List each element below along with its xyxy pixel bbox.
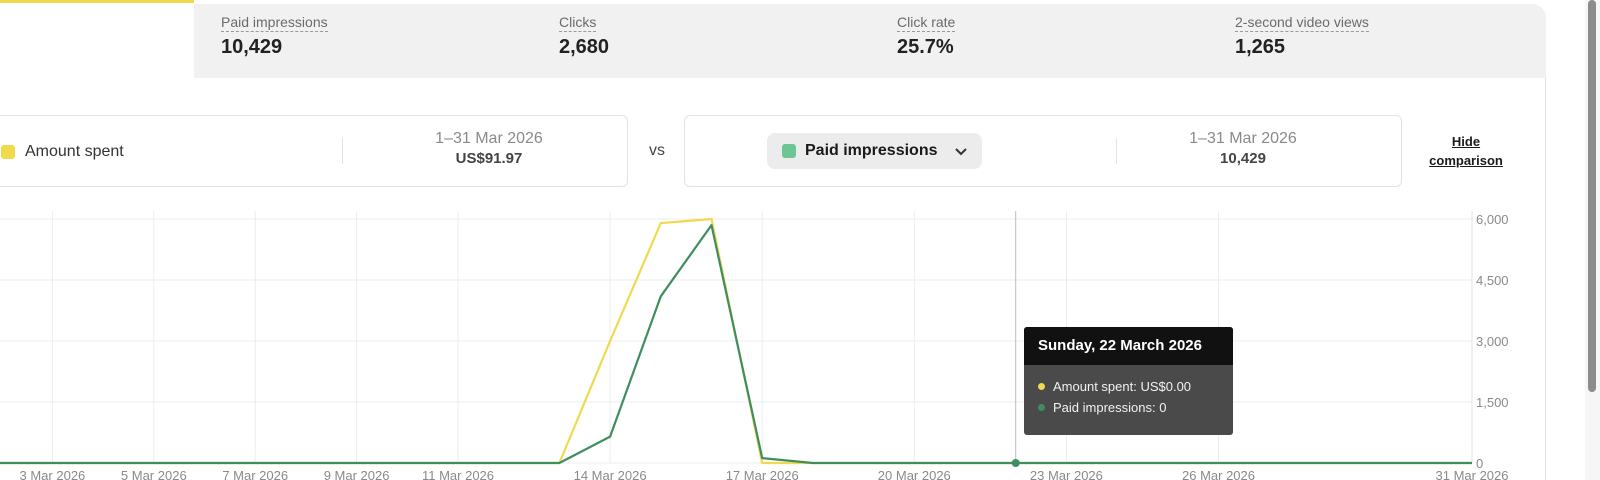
metric-select-dropdown[interactable]: Paid impressions (767, 133, 982, 169)
tooltip-text: Paid impressions: 0 (1053, 400, 1167, 415)
chart-tooltip: Sunday, 22 March 2026 Amount spent: US$0… (1024, 327, 1233, 435)
x-tick-label: 7 Mar 2026 (222, 468, 288, 480)
metric-click-rate[interactable]: Click rate 25.7% (897, 14, 956, 59)
metric-video-views[interactable]: 2-second video views 1,265 (1235, 14, 1369, 59)
metric-label: Click rate (897, 14, 956, 32)
metric-label: 2-second video views (1235, 14, 1369, 32)
metric-tabs (194, 4, 1546, 78)
x-tick-label: 3 Mar 2026 (20, 468, 86, 480)
metric-clicks[interactable]: Clicks 2,680 (559, 14, 609, 59)
x-tick-label: 11 Mar 2026 (422, 468, 494, 480)
y-tick-label: 4,500 (1476, 273, 1509, 288)
secondary-metric-name: Paid impressions (805, 142, 938, 159)
metric-tab-selected[interactable] (0, 0, 194, 78)
metric-value: 10,429 (221, 36, 283, 58)
paid-impressions-swatch-icon (782, 144, 796, 158)
chevron-down-icon (954, 144, 967, 159)
x-tick-label: 20 Mar 2026 (878, 468, 951, 480)
y-tick-label: 3,000 (1476, 334, 1509, 349)
secondary-date-range: 1–31 Mar 2026 (1189, 130, 1297, 147)
primary-total: US$91.97 (455, 150, 523, 167)
divider (1116, 138, 1117, 164)
metric-paid-impressions[interactable]: Paid impressions 10,429 (221, 14, 328, 59)
line-chart: 0 1,500 3,000 4,500 6,000 3 Mar 2026 5 Mar 202… (0, 211, 1509, 480)
vs-label: vs (649, 142, 665, 159)
metric-value: 1,265 (1235, 36, 1286, 58)
metric-value: 2,680 (559, 36, 610, 58)
metric-label: Clicks (559, 14, 597, 32)
x-tick-label: 26 Mar 2026 (1182, 468, 1255, 480)
secondary-range: 1–31 Mar 2026 10,429 (1163, 130, 1323, 167)
primary-metric-label: Amount spent (1, 143, 124, 161)
x-tick-label: 23 Mar 2026 (1030, 468, 1103, 480)
hover-point (1011, 459, 1020, 467)
primary-range: 1–31 Mar 2026 US$91.97 (409, 130, 569, 167)
metric-value: 25.7% (897, 36, 954, 58)
tooltip-text: Amount spent: US$0.00 (1053, 379, 1192, 394)
x-tick-label: 9 Mar 2026 (324, 468, 390, 480)
series-line (0, 224, 1472, 465)
primary-metric-name: Amount spent (25, 143, 124, 160)
comparison-primary-card: Amount spent 1–31 Mar 2026 US$91.97 (0, 115, 628, 187)
y-tick-label: 1,500 (1476, 395, 1509, 410)
divider (342, 138, 343, 164)
secondary-total: 10,429 (1220, 150, 1266, 167)
metric-label: Paid impressions (221, 14, 328, 32)
hide-comparison-link[interactable]: Hide comparison (1429, 134, 1503, 168)
scrollbar-thumb[interactable] (1588, 0, 1596, 392)
x-tick-label: 14 Mar 2026 (574, 468, 647, 480)
x-tick-label: 31 Mar 2026 (1436, 468, 1509, 480)
comparison-secondary-card: Paid impressions 1–31 Mar 2026 10,429 (684, 115, 1402, 187)
green-dot-icon (1038, 404, 1045, 411)
yellow-dot-icon (1038, 383, 1045, 390)
metrics-strip: Paid impressions 10,429 Clicks 2,680 Cli… (0, 0, 1546, 78)
chart-card (0, 78, 1546, 480)
y-tick-label: 6,000 (1476, 212, 1509, 227)
primary-date-range: 1–31 Mar 2026 (435, 130, 543, 147)
tooltip-row-impressions: Paid impressions: 0 (1024, 400, 1233, 415)
y-tick-label: 0 (1476, 456, 1483, 471)
tooltip-title: Sunday, 22 March 2026 (1024, 327, 1233, 365)
x-tick-label: 17 Mar 2026 (726, 468, 799, 480)
tooltip-row-amount: Amount spent: US$0.00 (1024, 379, 1233, 394)
x-tick-label: 5 Mar 2026 (121, 468, 187, 480)
amount-spent-swatch-icon (1, 145, 15, 159)
